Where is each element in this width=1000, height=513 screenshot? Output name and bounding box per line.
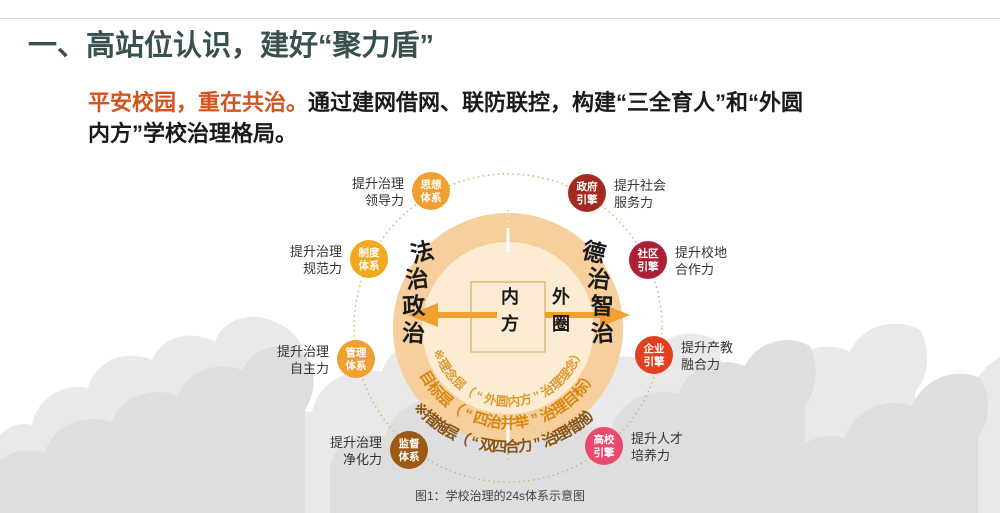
- svg-text:外: 外: [552, 286, 570, 307]
- svg-text:治: 治: [401, 319, 426, 347]
- svg-text:法: 法: [408, 237, 437, 268]
- svg-text:提升治理: 提升治理: [330, 435, 382, 450]
- svg-text:管理: 管理: [346, 346, 367, 359]
- svg-text:圈: 圈: [552, 314, 570, 334]
- svg-text:智: 智: [590, 293, 614, 320]
- svg-text:企业: 企业: [643, 342, 665, 355]
- svg-text:引擎: 引擎: [577, 193, 598, 206]
- svg-text:政府: 政府: [577, 180, 598, 193]
- svg-text:提升人才: 提升人才: [631, 431, 683, 446]
- svg-text:服务力: 服务力: [614, 195, 653, 210]
- svg-text:社区: 社区: [637, 247, 659, 260]
- svg-text:净化力: 净化力: [343, 452, 382, 467]
- svg-text:领导力: 领导力: [365, 193, 404, 208]
- svg-text:内: 内: [501, 286, 519, 307]
- svg-text:体系: 体系: [399, 450, 420, 463]
- svg-text:思想: 思想: [421, 178, 442, 191]
- svg-text:合作力: 合作力: [675, 262, 714, 277]
- svg-text:融合力: 融合力: [681, 357, 720, 372]
- svg-text:提升产教: 提升产教: [681, 340, 733, 355]
- svg-text:治: 治: [404, 265, 430, 294]
- svg-text:培养力: 培养力: [631, 448, 670, 463]
- svg-text:治: 治: [590, 319, 615, 347]
- svg-text:高校: 高校: [594, 433, 615, 446]
- svg-text:自主力: 自主力: [290, 361, 329, 376]
- svg-text:提升治理: 提升治理: [290, 244, 342, 259]
- svg-text:提升校地: 提升校地: [675, 245, 727, 260]
- svg-text:引擎: 引擎: [638, 260, 659, 273]
- svg-text:提升社会: 提升社会: [614, 178, 666, 193]
- svg-text:体系: 体系: [346, 359, 367, 372]
- svg-text:提升治理: 提升治理: [352, 176, 404, 191]
- svg-text:方: 方: [501, 313, 519, 334]
- svg-text:监督: 监督: [399, 437, 420, 450]
- svg-text:治: 治: [586, 265, 612, 294]
- svg-text:体系: 体系: [421, 191, 442, 204]
- svg-text:政: 政: [402, 293, 427, 320]
- svg-text:规范力: 规范力: [303, 261, 342, 276]
- svg-text:引擎: 引擎: [644, 355, 665, 368]
- svg-text:提升治理: 提升治理: [277, 344, 329, 359]
- svg-text:力: 力: [516, 436, 533, 456]
- svg-text:引擎: 引擎: [594, 446, 615, 459]
- svg-text:德: 德: [580, 237, 609, 268]
- svg-text:制度: 制度: [359, 246, 380, 259]
- svg-text:体系: 体系: [359, 259, 380, 272]
